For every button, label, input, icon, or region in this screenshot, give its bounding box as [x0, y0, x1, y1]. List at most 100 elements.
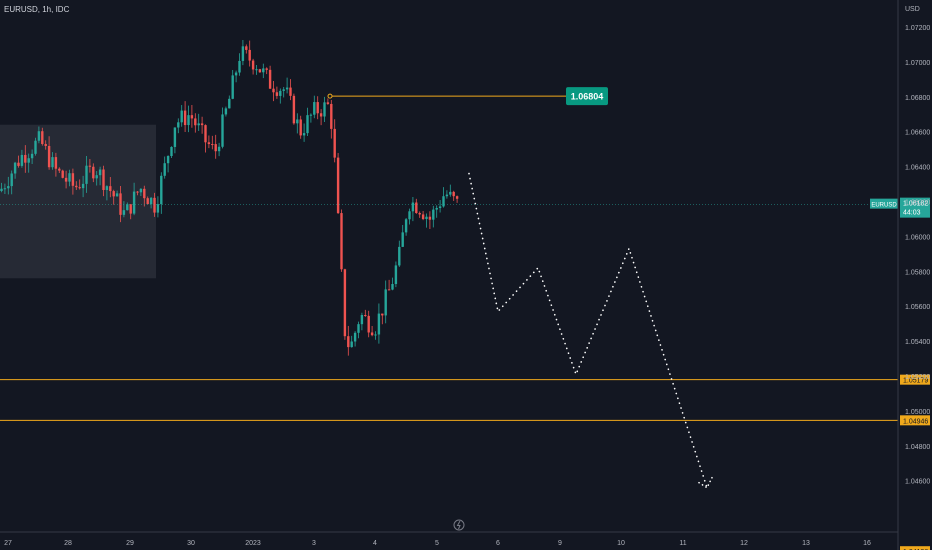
x-tick-label: 5: [435, 540, 439, 547]
candle-body: [401, 232, 404, 247]
projection-arrowhead: [698, 476, 713, 489]
candle-body: [122, 210, 126, 215]
candle-body: [217, 146, 221, 152]
candle-body: [323, 102, 326, 117]
candle-body: [173, 127, 177, 147]
candle-body: [333, 128, 336, 158]
y-tick-label: 1.04600: [905, 479, 930, 486]
currency-label: USD: [905, 6, 920, 13]
candle-body: [102, 169, 105, 191]
candle-body: [330, 103, 333, 129]
candle-body: [132, 191, 136, 214]
candle-body: [282, 89, 285, 91]
y-tick-label: 1.06400: [905, 165, 930, 172]
candle-body: [425, 216, 428, 220]
candle-body: [418, 212, 421, 215]
projection-path[interactable]: [468, 172, 708, 489]
candle-body: [153, 197, 156, 213]
candle-body: [292, 95, 296, 124]
lightning-icon[interactable]: [453, 519, 465, 531]
x-tick-label: 10: [617, 540, 625, 547]
candle-body: [58, 168, 61, 171]
candle-body: [30, 153, 34, 159]
candle-body: [438, 206, 442, 208]
candle-body: [88, 165, 92, 167]
candle-body: [228, 98, 231, 109]
candle-body: [115, 193, 119, 197]
candle-body: [316, 102, 319, 114]
x-tick-label: 12: [740, 540, 748, 547]
candle-body: [224, 108, 228, 115]
candle-body: [234, 72, 238, 76]
candle-body: [71, 173, 75, 186]
candle-body: [112, 191, 115, 197]
candle-body: [13, 162, 17, 174]
candle-body: [391, 284, 394, 290]
support-level-badge: [900, 415, 930, 426]
candle-body: [37, 131, 41, 141]
candle-body: [255, 69, 258, 71]
last-price-symbol: EURUSD: [871, 203, 897, 209]
candle-body: [81, 183, 85, 189]
y-tick-label: 1.05600: [905, 304, 930, 311]
candle-body: [452, 191, 455, 197]
candle-body: [336, 157, 340, 214]
candle-body: [387, 289, 391, 291]
x-tick-label: 27: [4, 540, 12, 547]
candle-body: [265, 68, 268, 70]
candle-body: [279, 90, 282, 96]
candle-body: [197, 123, 200, 126]
candle-body: [0, 188, 3, 192]
candle-body: [411, 202, 415, 212]
candle-body: [10, 173, 13, 187]
x-tick-label: 11: [679, 540, 686, 547]
candle-body: [245, 46, 248, 50]
candle-body: [445, 194, 449, 197]
candle-body: [394, 265, 398, 285]
candle-body: [187, 115, 190, 126]
candle-body: [435, 207, 438, 210]
candle-body: [364, 315, 367, 317]
candle-body: [306, 115, 309, 134]
candle-body: [268, 69, 272, 89]
support-level-badge: [900, 374, 930, 385]
candle-body: [105, 186, 109, 191]
candle-body: [139, 188, 143, 193]
candle-body: [61, 170, 64, 178]
candle-body: [340, 213, 343, 270]
candle-body: [190, 115, 194, 119]
x-tick-label: 2023: [245, 540, 261, 547]
y-tick-label: 1.07000: [905, 60, 930, 67]
candle-body: [398, 246, 401, 266]
candle-body: [156, 204, 160, 213]
candle-body: [119, 193, 122, 215]
candle-body: [262, 68, 265, 73]
candle-body: [54, 157, 58, 169]
candle-body: [194, 118, 197, 126]
candle-body: [129, 204, 132, 214]
candle-body: [160, 175, 163, 205]
candle-body: [214, 144, 217, 152]
x-tick-label: 3: [312, 540, 316, 547]
candle-body: [347, 336, 350, 348]
candle-body: [384, 289, 387, 316]
candle-body: [432, 209, 435, 220]
y-tick-label: 1.06600: [905, 130, 930, 137]
range-box[interactable]: [0, 124, 156, 279]
candle-body: [272, 88, 275, 93]
target-level-anchor[interactable]: [327, 93, 333, 99]
candle-body: [248, 49, 251, 61]
candle-body: [238, 60, 241, 73]
candle-body: [289, 87, 292, 96]
last-price-value: 1.06182: [903, 201, 928, 208]
candle-body: [353, 332, 357, 342]
y-tick-label: 1.05400: [905, 339, 930, 346]
x-tick-label: 9: [558, 540, 562, 547]
candle-body: [126, 204, 129, 211]
candle-body: [258, 69, 262, 73]
candle-body: [309, 114, 313, 116]
target-level-badge[interactable]: [566, 87, 608, 106]
candle-body: [231, 75, 234, 99]
candle-body: [78, 187, 81, 189]
